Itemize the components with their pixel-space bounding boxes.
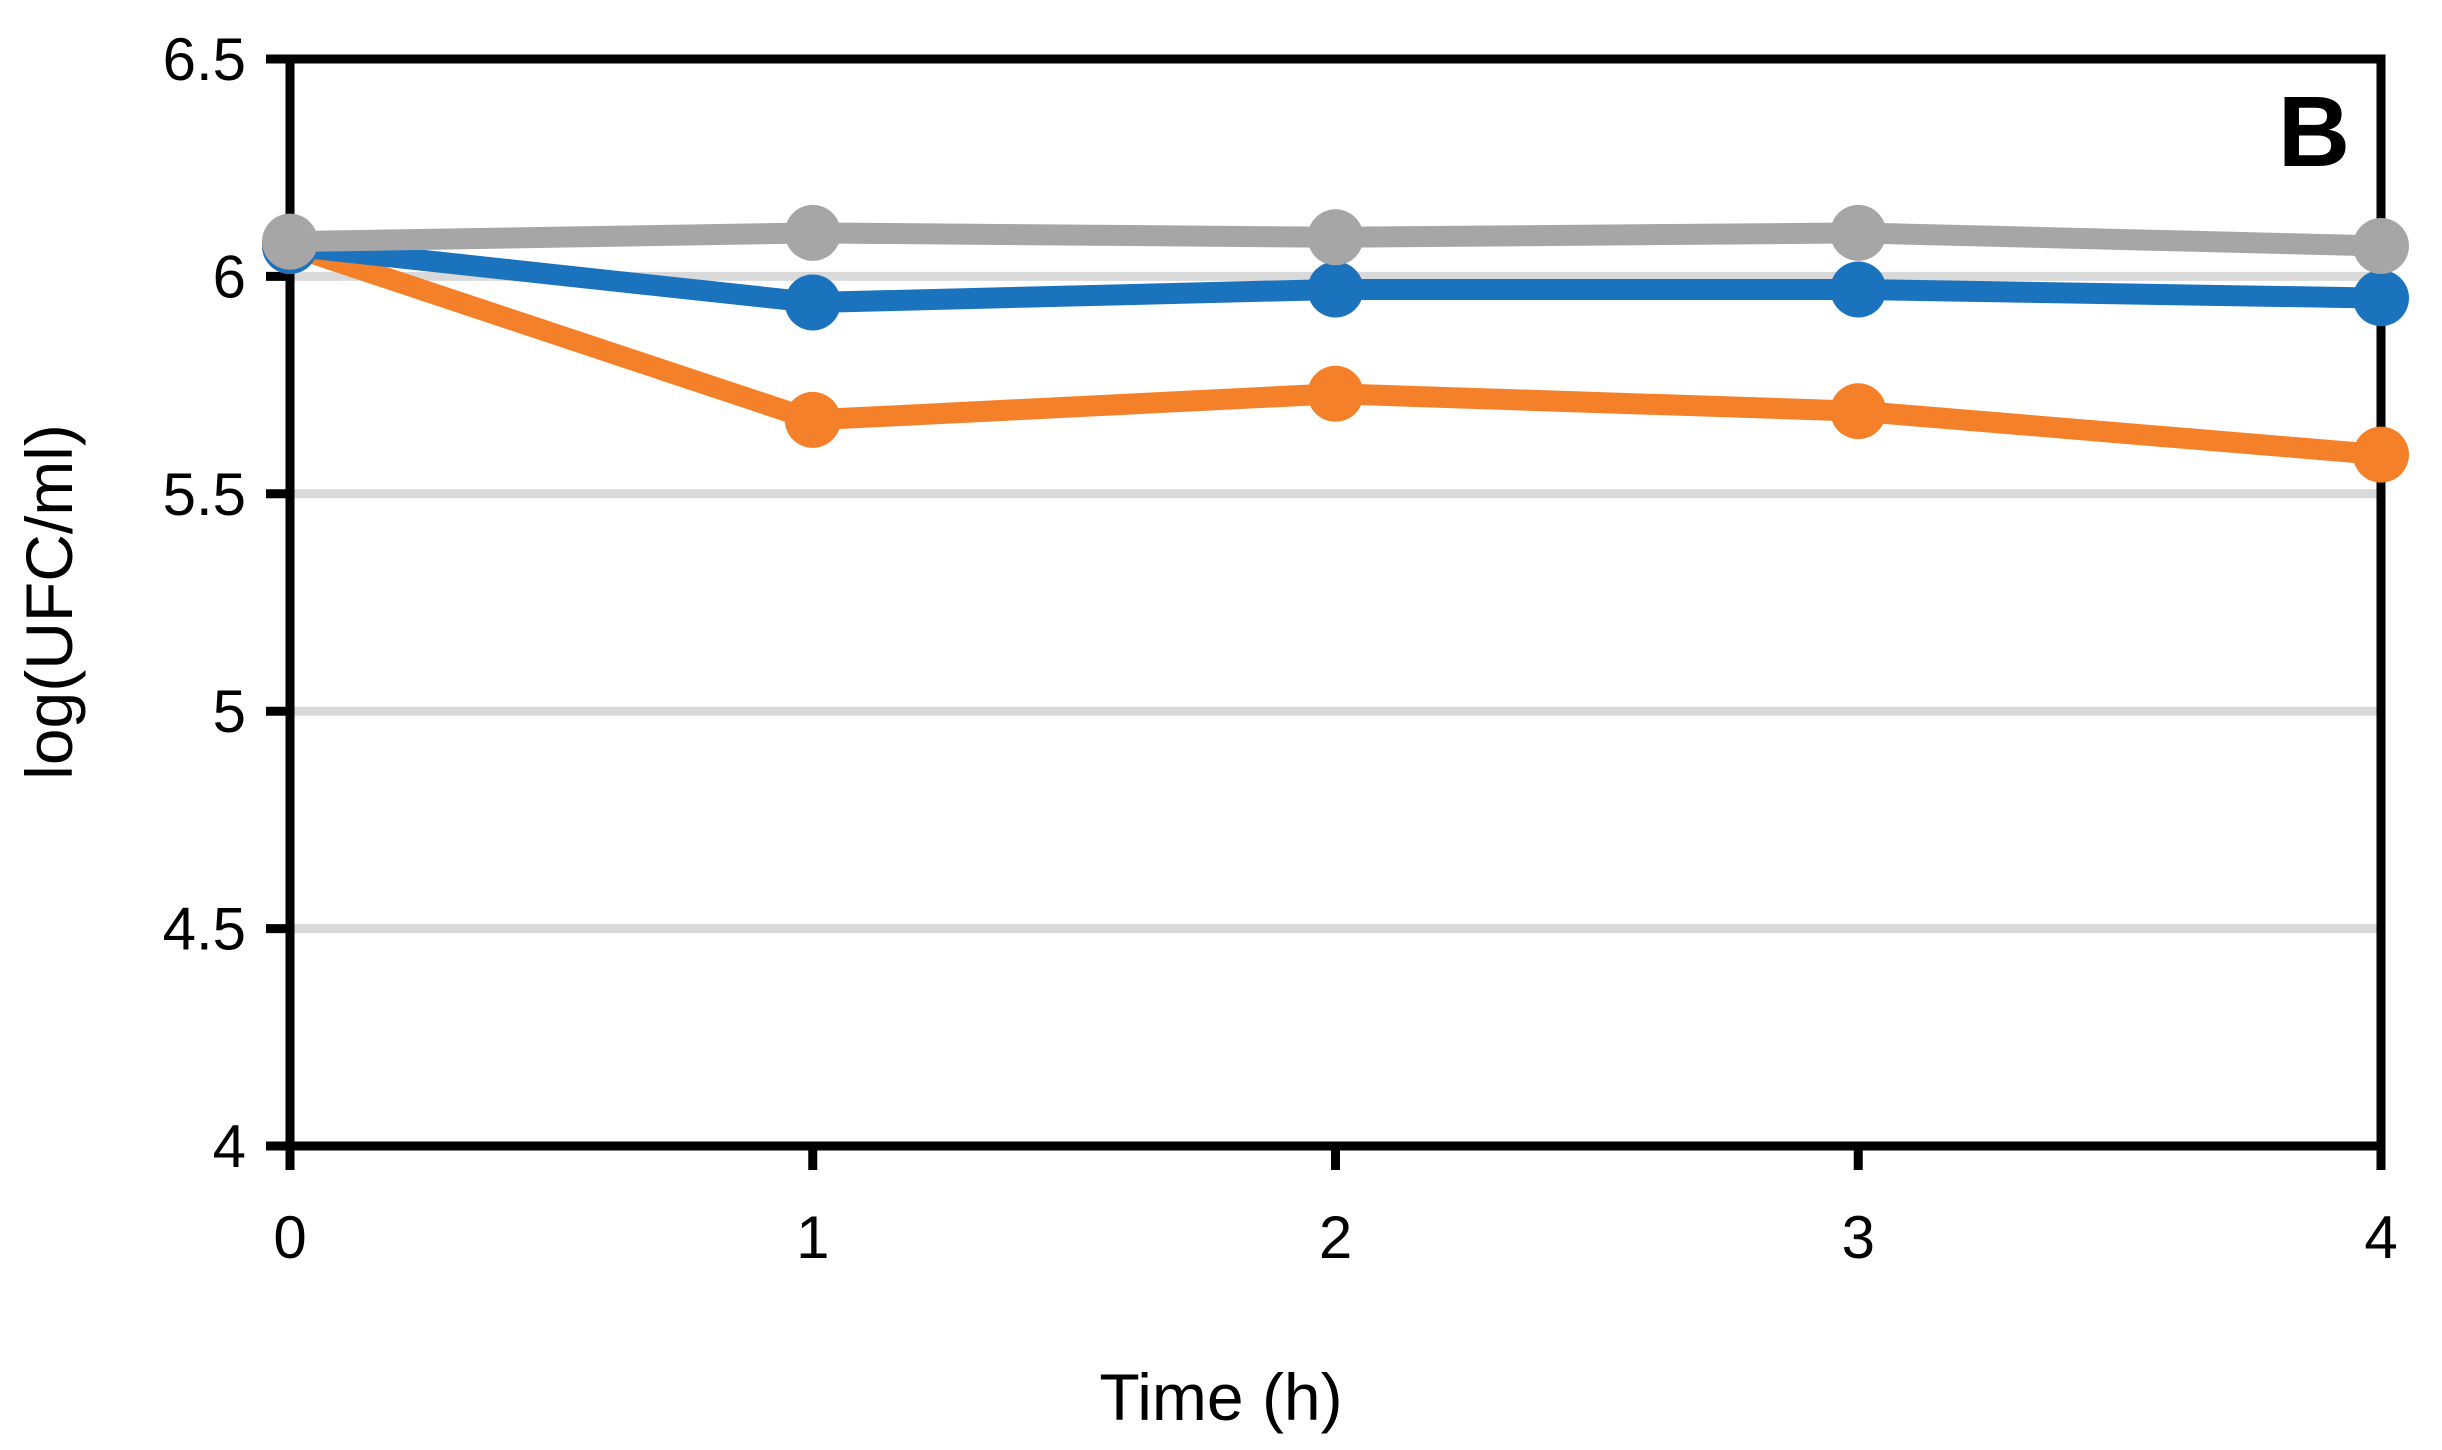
series-marker-orange-series xyxy=(1307,365,1364,422)
tick-labels-group: 6.565.554.540 1 2 3 4 xyxy=(163,26,2398,1271)
series-marker-gray-series xyxy=(1830,204,1887,261)
x-tick-label: 2 xyxy=(1319,1204,1352,1271)
y-tick-label: 5 xyxy=(213,678,246,745)
series-marker-gray-series xyxy=(784,204,841,261)
series-marker-blue-series xyxy=(1830,261,1887,318)
y-axis-title: log(UFC/ml) xyxy=(12,424,86,780)
x-axis-title: Time (h) xyxy=(1099,1360,1342,1434)
x-tick-label: 0 xyxy=(273,1204,306,1271)
y-tick-label: 4 xyxy=(213,1113,246,1180)
x-tick-label: 4 xyxy=(2364,1204,2397,1271)
x-tick-label: 3 xyxy=(1842,1204,1875,1271)
x-tick-label: 1 xyxy=(796,1204,829,1271)
series-marker-blue-series xyxy=(784,274,841,331)
series-marker-orange-series xyxy=(2353,426,2409,483)
series-marker-orange-series xyxy=(784,391,841,448)
y-tick-label: 5.5 xyxy=(163,461,246,528)
y-tick-label: 6 xyxy=(213,243,246,310)
series-marker-orange-series xyxy=(1830,383,1887,440)
panel-label: B xyxy=(2278,76,2350,188)
y-tick-label: 4.5 xyxy=(163,896,246,963)
y-tick-label: 6.5 xyxy=(163,26,246,93)
series-marker-gray-series xyxy=(262,213,318,270)
series-marker-gray-series xyxy=(2353,217,2409,274)
series-marker-blue-series xyxy=(2353,270,2409,327)
series-group xyxy=(262,204,2409,483)
series-marker-blue-series xyxy=(1307,261,1364,318)
axes-group xyxy=(266,54,2386,1170)
series-marker-gray-series xyxy=(1307,209,1364,266)
